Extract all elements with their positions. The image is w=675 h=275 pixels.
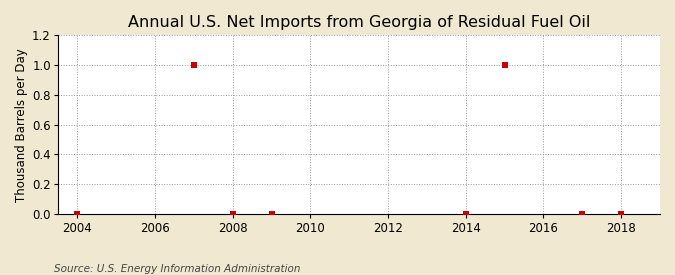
Point xyxy=(616,212,626,216)
Point xyxy=(500,63,510,67)
Point xyxy=(577,212,588,216)
Text: Source: U.S. Energy Information Administration: Source: U.S. Energy Information Administ… xyxy=(54,264,300,274)
Y-axis label: Thousand Barrels per Day: Thousand Barrels per Day xyxy=(15,48,28,202)
Title: Annual U.S. Net Imports from Georgia of Residual Fuel Oil: Annual U.S. Net Imports from Georgia of … xyxy=(128,15,590,30)
Point xyxy=(72,212,82,216)
Point xyxy=(266,212,277,216)
Point xyxy=(188,63,199,67)
Point xyxy=(460,212,471,216)
Point xyxy=(227,212,238,216)
